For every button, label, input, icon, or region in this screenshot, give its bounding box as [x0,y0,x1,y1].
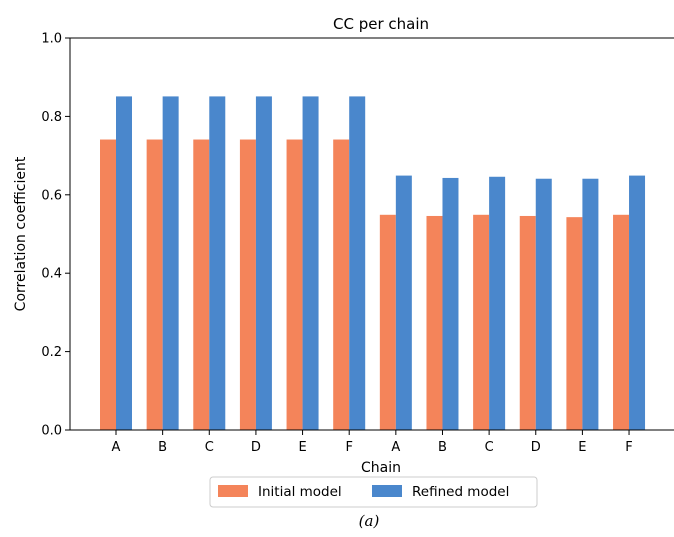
y-tick-label: 0.2 [41,345,62,360]
bar-initial-c-1 [193,139,210,430]
bar-initial-e-2 [566,217,583,430]
x-tick-label: C [205,440,214,455]
x-tick-label: C [485,440,494,455]
bar-initial-d-1 [239,139,256,430]
y-tick-label: 0.8 [41,110,62,125]
bar-refined-a-1 [116,96,132,431]
x-tick-label: E [578,440,586,455]
figure-caption: (a) [359,512,380,530]
legend-swatch-initial-model [218,485,248,497]
x-tick-label: A [391,440,400,455]
x-tick-label: F [345,440,352,455]
legend-label-refined-model: Refined model [412,484,509,500]
y-tick-label: 0.6 [41,188,62,203]
bar-refined-f-2 [629,175,646,430]
y-axis-label: Correlation coefficient [13,156,29,311]
bar-initial-f-2 [613,214,630,430]
x-tick-label: B [158,440,167,455]
bar-refined-d-1 [255,96,272,431]
legend-label-initial-model: Initial model [258,484,342,500]
y-axis: 0.0 0.2 0.4 0.6 0.8 1.0 [41,32,70,439]
x-tick-label: D [531,440,541,455]
y-tick-label: 0.4 [41,267,62,282]
y-tick-label: 1.0 [41,32,62,47]
x-axis-label: Chain [361,460,401,476]
bar-refined-c-1 [209,96,226,431]
bar-refined-e-2 [582,178,599,430]
y-tick-label: 0.0 [41,424,62,439]
plot-frame [69,37,674,431]
legend-swatch-refined-model [372,485,402,497]
bar-initial-a-2 [379,214,396,430]
x-tick-label: F [625,440,632,455]
bar-refined-f-1 [349,96,366,431]
bar-initial-f-1 [333,139,350,430]
bar-initial-c-2 [473,214,490,430]
bar-refined-d-2 [535,178,552,430]
bar-initial-a-1 [100,139,116,430]
chart-title: CC per chain [333,15,429,33]
bars-group [100,96,646,431]
bar-initial-b-1 [146,139,163,430]
bar-refined-e-1 [302,96,319,431]
bar-refined-b-1 [162,96,179,431]
x-tick-label: D [251,440,261,455]
bar-initial-b-2 [426,215,443,430]
bar-refined-a-2 [395,175,412,430]
x-tick-label: B [438,440,447,455]
bar-initial-e-1 [286,139,303,430]
legend: Initial model Refined model [209,476,538,508]
bar-initial-d-2 [519,215,536,430]
x-tick-label: E [298,440,306,455]
x-tick-label: A [112,440,121,455]
bar-refined-b-2 [442,177,459,430]
bar-refined-c-2 [489,176,506,430]
